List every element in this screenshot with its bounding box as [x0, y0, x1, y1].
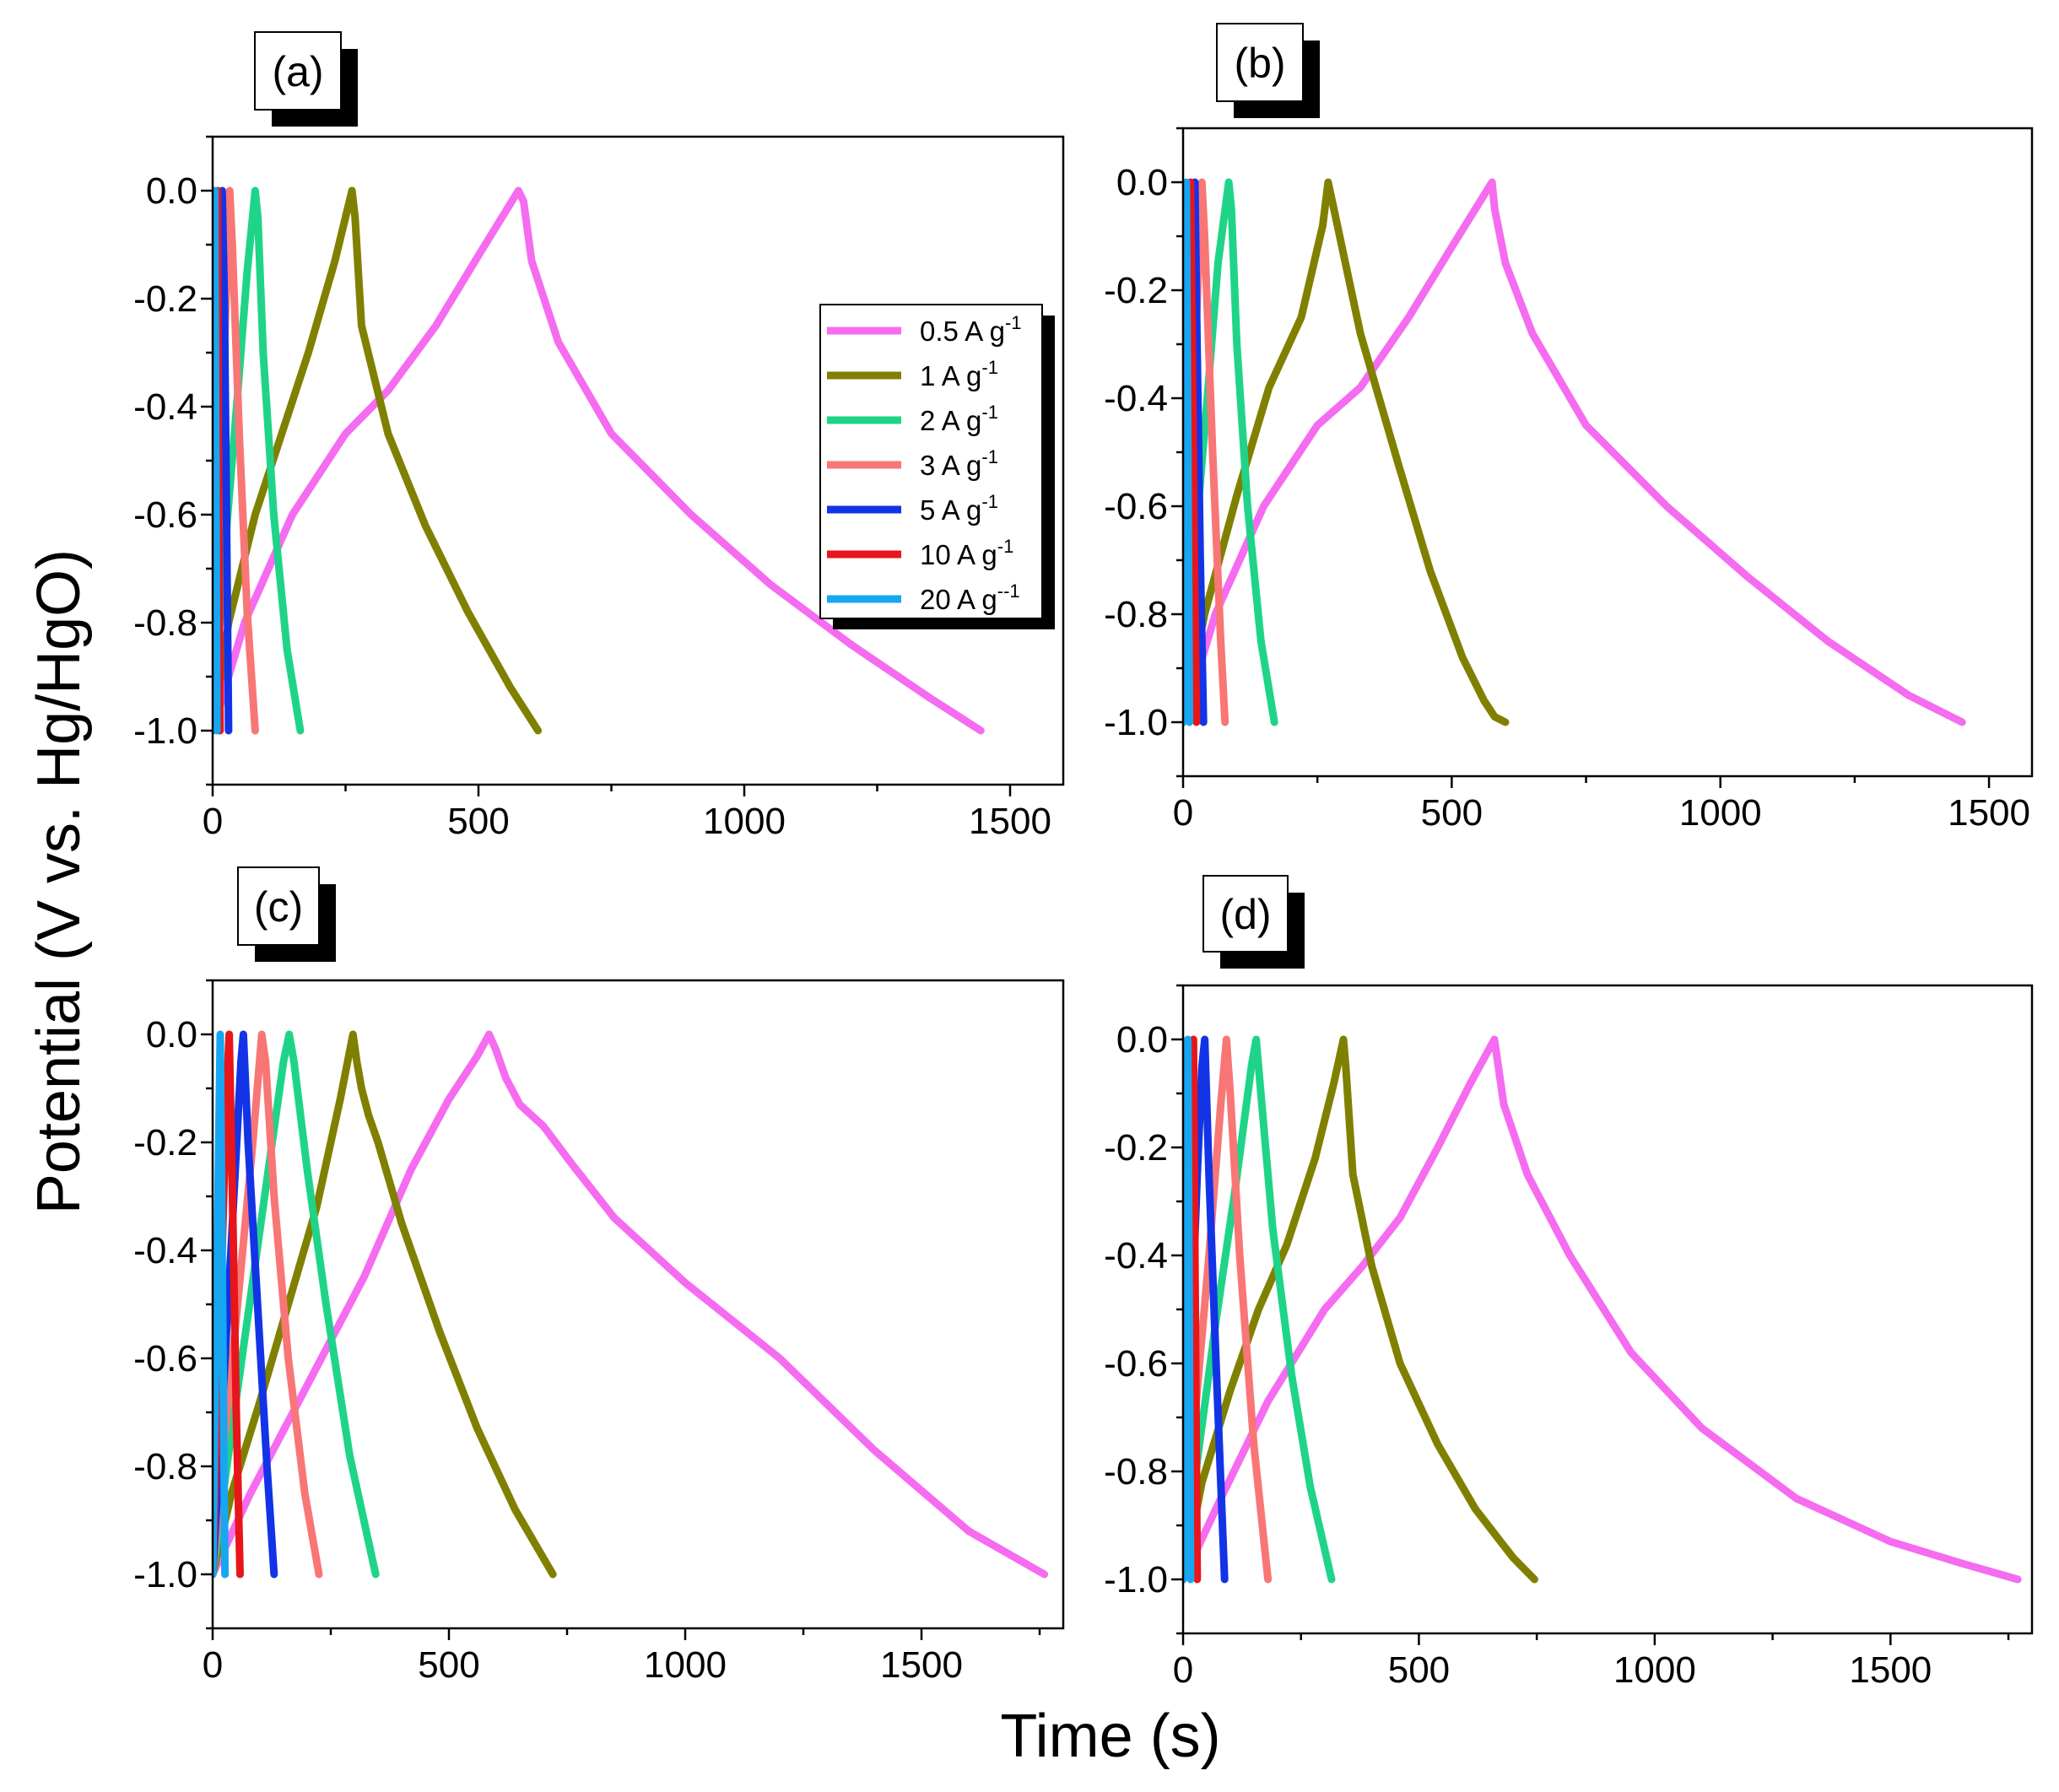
- x-tick-label-c: 500: [418, 1644, 479, 1686]
- y-tick-label-d: -0.2: [1104, 1127, 1168, 1169]
- x-tick-label-b: 1500: [1948, 792, 2030, 834]
- legend-label-superscript: --1: [997, 580, 1020, 602]
- plot-frame-c: [211, 979, 1065, 1630]
- y-tick-label-c: 0.0: [146, 1014, 197, 1055]
- y-tick-label-c: -1.0: [133, 1554, 197, 1595]
- x-tick-label-c: 1500: [880, 1644, 963, 1686]
- panel-d: (d) 0.0 -0.2 -0.4 -0.6 -0.8 -1.0 0 500 1000 1500: [1104, 875, 2034, 1691]
- panel-d-label: (d): [1219, 891, 1271, 938]
- y-tick-label-a: -1.0: [133, 710, 197, 752]
- series-3-a-g-line-c: [213, 1030, 323, 1579]
- series-0-5-a-g-line-c: [213, 1030, 1049, 1579]
- series-20-a-g-line-b: [1183, 178, 1194, 726]
- series-group-d: [1183, 1035, 2022, 1584]
- series-3-a-g-line-d: [1183, 1035, 1273, 1584]
- plot-a: 0.0 -0.2 -0.4 -0.6 -0.8 -1.0 0 500 1000 1500: [133, 135, 1065, 842]
- y-tick-label-d: -1.0: [1104, 1559, 1168, 1600]
- x-tick-label-d: 1500: [1849, 1649, 1932, 1691]
- series-2-a-g-line-d: [1183, 1035, 1336, 1584]
- legend-label-superscript: -1: [981, 491, 998, 512]
- y-tick-label-b: -1.0: [1104, 702, 1168, 743]
- series-1-a-g-line-c: [213, 1030, 557, 1579]
- y-tick-label-d: -0.4: [1104, 1235, 1168, 1277]
- y-tick-label-a: 0.0: [146, 170, 197, 212]
- y-tick-label-a: -0.2: [133, 278, 197, 320]
- panel-b-label: (b): [1234, 40, 1285, 87]
- series-0-5-a-g-line-b: [1183, 178, 1966, 726]
- y-tick-label-b: -0.4: [1104, 378, 1168, 419]
- y-tick-label-b: -0.8: [1104, 594, 1168, 635]
- series-20-a-g-line-c: [213, 1030, 230, 1579]
- panel-a-label-box: [254, 31, 342, 111]
- panel-d-label-box: [1202, 875, 1289, 953]
- x-tick-label-b: 500: [1421, 792, 1483, 834]
- legend-label-superscript: -1: [981, 357, 998, 378]
- y-tick-label-c: -0.4: [133, 1230, 197, 1271]
- series-group-c: [213, 1030, 1049, 1579]
- plot-b: 0.0 -0.2 -0.4 -0.6 -0.8 -1.0 0 500 1000 1500: [1104, 127, 2034, 834]
- x-tick-label-d: 1000: [1613, 1649, 1696, 1691]
- series-1-a-g-line-d: [1183, 1035, 1538, 1584]
- panel-b-label-box: [1216, 23, 1304, 102]
- y-tick-label-b: 0.0: [1116, 162, 1168, 203]
- y-tick-label-c: -0.8: [133, 1446, 197, 1487]
- legend-box: [819, 304, 1043, 619]
- y-tick-label-c: -0.6: [133, 1338, 197, 1379]
- panel-c-label: (c): [254, 883, 303, 931]
- plot-c: 0.0 -0.2 -0.4 -0.6 -0.8 -1.0 0 500 1000 1500: [133, 979, 1065, 1686]
- plot-d: 0.0 -0.2 -0.4 -0.6 -0.8 -1.0 0 500 1000 1500: [1104, 984, 2034, 1691]
- x-tick-label-c: 1000: [644, 1644, 727, 1686]
- panel-c: (c) 0.0 -0.2 -0.4 -0.6 -0.8 -1.0 0 500 1000 1500: [133, 866, 1065, 1686]
- x-tick-label-a: 0: [203, 801, 223, 842]
- x-tick-label-c: 0: [203, 1644, 223, 1686]
- panel-a-label: (a): [272, 48, 323, 95]
- x-tick-label-d: 0: [1173, 1649, 1193, 1691]
- y-tick-label-b: -0.2: [1104, 270, 1168, 311]
- panel-a: (a) 0.0 -0.2 -0.4 -0.6 -0.8 -1.0 0 500 1000 1500: [133, 31, 1065, 842]
- x-tick-label-a: 1000: [703, 801, 786, 842]
- panel-c-label-box: [237, 866, 320, 946]
- x-tick-label-b: 0: [1173, 792, 1193, 834]
- series-0-5-a-g-line-d: [1183, 1035, 2022, 1584]
- y-tick-label-d: 0.0: [1116, 1019, 1168, 1061]
- x-tick-label-a: 500: [447, 801, 509, 842]
- x-axis-title: Time (s): [1000, 1703, 1220, 1770]
- series-1-a-g-line-a: [213, 186, 543, 735]
- y-tick-label-d: -0.6: [1104, 1343, 1168, 1384]
- legend-label: 0.5 A g-1: [920, 312, 1022, 347]
- series-0-5-a-g-line-a: [213, 186, 985, 735]
- y-tick-label-a: -0.4: [133, 386, 197, 428]
- x-tick-label-d: 500: [1388, 1649, 1450, 1691]
- y-tick-label-c: -0.2: [133, 1122, 197, 1163]
- series-group-b: [1183, 178, 1966, 726]
- series-20-a-g-line-d: [1183, 1035, 1195, 1584]
- legend-label-superscript: -1: [981, 402, 998, 423]
- legend: 0.5 A g-11 A g-12 A g-13 A g-15 A g-110 …: [819, 304, 1055, 629]
- x-tick-label-b: 1000: [1679, 792, 1762, 834]
- legend-label-superscript: -1: [997, 536, 1014, 557]
- panel-b: (b) 0.0 -0.2 -0.4 -0.6 -0.8 -1.0 0 500 1000 1500: [1104, 23, 2034, 834]
- x-tick-label-a: 1500: [969, 801, 1051, 842]
- legend-label-superscript: -1: [981, 446, 998, 467]
- legend-label-superscript: -1: [1005, 312, 1022, 333]
- y-axis-title: Potential (V vs. Hg/HgO): [25, 549, 93, 1214]
- y-tick-label-d: -0.8: [1104, 1451, 1168, 1492]
- y-tick-label-b: -0.6: [1104, 486, 1168, 527]
- y-tick-label-a: -0.8: [133, 602, 197, 644]
- y-tick-label-a: -0.6: [133, 494, 197, 536]
